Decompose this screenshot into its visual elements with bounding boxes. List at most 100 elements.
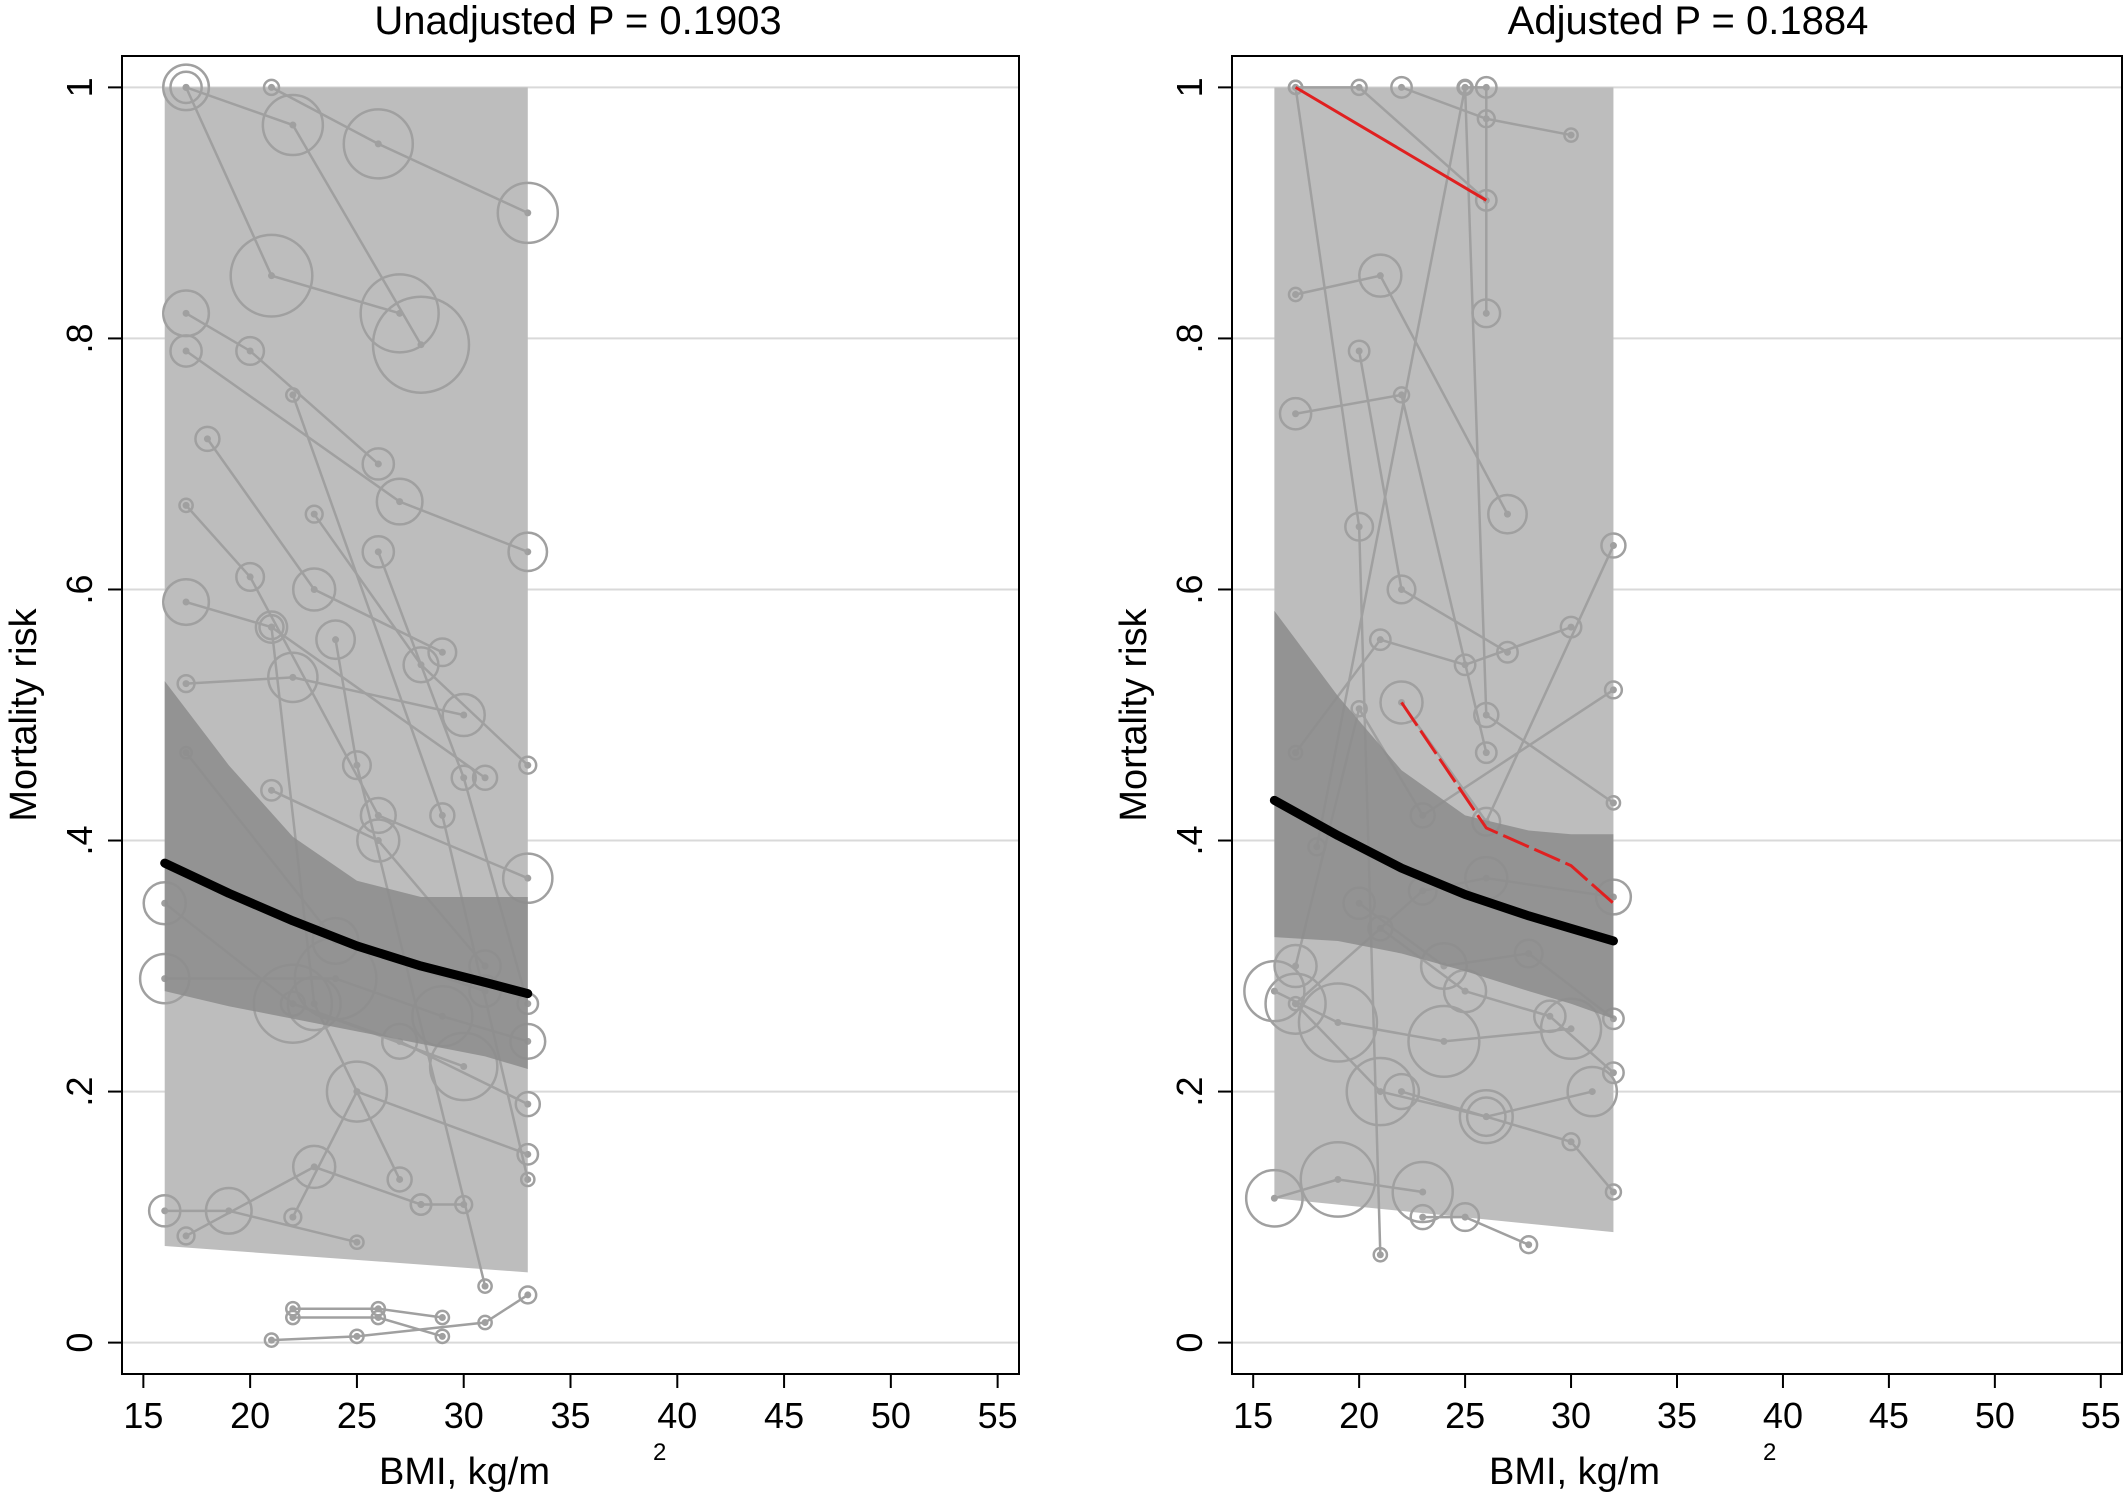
study-trajectory [162,289,396,481]
study-point [516,1142,540,1166]
study-trajectory [176,1144,433,1246]
study-point [178,497,194,514]
study-point [315,619,357,661]
study-point-center [182,598,190,606]
study-trajectory [409,1193,474,1216]
study-point-center [268,623,275,631]
study-point-center [1482,83,1490,91]
study-point-center [374,140,382,148]
study-point-center [1609,686,1617,694]
study-point-center [246,573,254,581]
study-point [434,1309,451,1326]
study-trajectory [1409,1202,1539,1255]
study-point-center [1398,391,1406,399]
study-point-center [1609,1069,1617,1077]
study-point-center [1355,523,1363,531]
study-point [1519,1235,1539,1255]
study-point-center [374,811,382,819]
study-line [1379,927,1615,1074]
y-tick-label: .6 [1169,574,1210,604]
study-point [162,63,211,112]
study-point-center [1355,705,1363,713]
study-trajectory [262,78,560,245]
study-point-center [203,435,211,443]
y-ticks: 0 .2 .4 .6 .8 1 [59,77,122,1353]
x-tick-label: 15 [1233,1395,1273,1436]
y-tick-label: .6 [59,574,100,604]
study-point-center [1461,987,1469,995]
study-point-center [1355,347,1363,355]
panel-adjusted: 15 20 25 30 35 40 45 50 55 0 .2 .4 .6 .8 1 Adjusted P… [1113,0,2123,1493]
study-point-center [1376,1088,1384,1096]
study-trajectory [178,497,554,905]
study-trajectory [315,619,493,1294]
study-point [477,1314,493,1331]
x-tick-label: 50 [871,1395,911,1436]
x-tick-label: 55 [2081,1395,2121,1436]
study-trajectory [285,1300,451,1326]
x-tick-label: 35 [550,1395,590,1436]
study-point-center [246,347,254,355]
study-point [371,295,471,394]
study-point-center [182,83,190,91]
study-point [471,764,499,792]
study-point [1458,1089,1514,1145]
study-point [254,610,289,644]
y-tick-label: .2 [1169,1077,1210,1107]
study-point [162,577,211,627]
study-point [285,1309,301,1326]
study-point [262,78,281,97]
study-point [1344,511,1375,542]
study-point [450,764,477,792]
study-point-center [1482,749,1490,757]
study-point [1457,79,1473,96]
study-point [285,387,301,403]
study-point-center [374,1314,382,1322]
study-point [267,651,319,704]
study-point-center [438,1314,446,1322]
study-point-center [353,761,361,769]
study-point [169,70,203,105]
study-point-center [1292,410,1300,418]
study-point [441,692,486,738]
study-point-center [1461,83,1469,91]
study-point-center [481,1319,489,1327]
study-point [1603,680,1624,700]
study-point [1600,532,1627,559]
study-point-center [1355,83,1363,91]
study-point-center [268,83,275,91]
study-point [518,1285,538,1305]
study-point-center [182,347,190,355]
study-point-center [289,1213,297,1221]
study-point-center [289,673,297,681]
panel-title: Adjusted P = 0.1884 [1508,0,1869,43]
study-point-center [1546,1012,1554,1020]
study-point-center [396,1175,404,1183]
study-point [229,233,314,318]
study-trajectory [1264,972,1619,1145]
study-point [1487,493,1528,535]
study-point [427,637,458,668]
study-point [1563,127,1579,143]
y-ticks: 0 .2 .4 .6 .8 1 [1169,77,1232,1353]
y-tick-label: 0 [1169,1333,1210,1353]
study-point-center [310,585,318,593]
study-point [235,335,266,367]
study-point [1390,75,1413,99]
study-point [361,447,396,481]
study-point [291,1144,337,1190]
study-line [1401,1090,1615,1193]
study-point [1407,1004,1481,1079]
study-point-center [332,636,340,644]
panel-unadjusted: 15 20 25 30 35 40 45 50 55 0 .2 .4 .6 .8 1 Unadjusted… [3,0,1020,1493]
study-point-center [289,1314,297,1322]
study-point [361,534,396,569]
study-point [1347,339,1371,363]
study-point-center [268,272,275,280]
study-point-center [1398,83,1406,91]
x-tick-label: 20 [1339,1395,1379,1436]
study-point [375,477,424,526]
x-tick-label: 50 [1975,1395,2015,1436]
study-point-center [524,548,532,556]
study-point [359,796,397,835]
